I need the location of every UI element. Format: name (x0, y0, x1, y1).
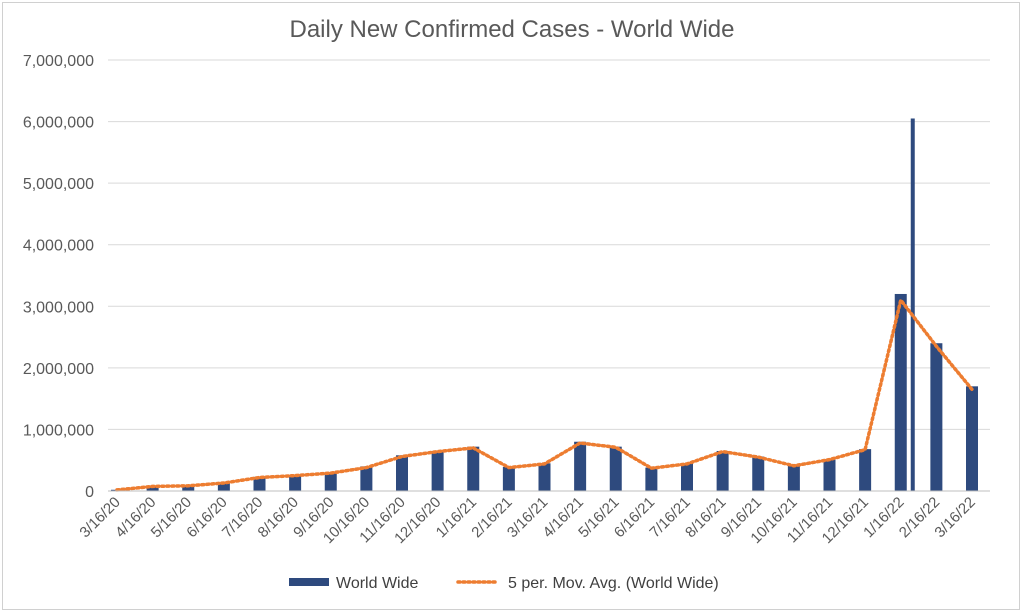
bar (823, 458, 836, 491)
bar-peak (910, 118, 915, 491)
bar (681, 463, 693, 491)
bar (859, 449, 872, 491)
y-tick-label: 6,000,000 (23, 115, 94, 132)
legend-label-world-wide: World Wide (336, 575, 418, 592)
moving-average-path (115, 296, 974, 492)
x-axis-ticks: 3/16/204/16/205/16/206/16/207/16/208/16/… (76, 494, 978, 547)
bar (182, 485, 195, 491)
bar (645, 467, 658, 491)
bar (431, 450, 444, 491)
y-tick-label: 7,000,000 (23, 53, 94, 70)
bar (146, 486, 159, 491)
y-tick-label: 1,000,000 (23, 422, 94, 439)
bar (467, 446, 480, 491)
moving-average-line (115, 296, 974, 492)
legend-bar-swatch (289, 578, 329, 586)
bar (396, 455, 408, 491)
y-axis-ticks: 0 1,000,000 2,000,000 3,000,000 4,000,000 5,0… (23, 53, 94, 501)
bar (253, 476, 266, 491)
bar (538, 463, 551, 491)
bar (502, 466, 515, 491)
bar (609, 446, 622, 491)
y-tick-label: 3,000,000 (23, 299, 94, 316)
bar (574, 441, 587, 491)
legend: World Wide 5 per. Mov. Avg. (World Wide) (289, 575, 719, 592)
y-tick-label: 0 (85, 484, 94, 501)
bar (289, 474, 302, 491)
legend-label-moving-average: 5 per. Mov. Avg. (World Wide) (508, 575, 719, 592)
y-tick-label: 2,000,000 (23, 361, 94, 378)
x-tick-label: 3/16/22 (931, 494, 978, 541)
bar (217, 482, 230, 491)
bar (966, 386, 978, 491)
bar (716, 450, 729, 491)
y-tick-label: 4,000,000 (23, 238, 94, 255)
bar (787, 465, 800, 491)
bars-world-wide (111, 118, 978, 491)
bar (894, 293, 907, 491)
bar (930, 343, 943, 491)
gridlines (108, 59, 990, 430)
y-tick-label: 5,000,000 (23, 176, 94, 193)
chart-title: Daily New Confirmed Cases - World Wide (289, 16, 734, 43)
bar (752, 456, 765, 491)
bar (324, 472, 337, 491)
bar (360, 466, 373, 491)
